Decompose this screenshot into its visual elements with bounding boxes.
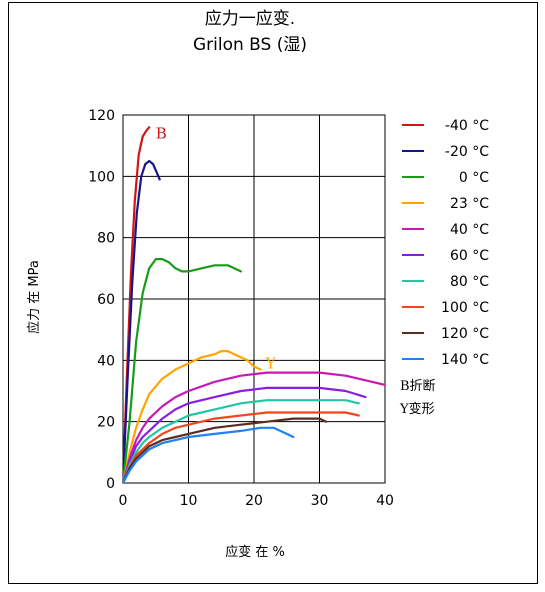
series-line-1 bbox=[123, 159, 161, 483]
chart-subtitle: Grilon BS (湿) bbox=[192, 35, 307, 55]
x-tick-label: 20 bbox=[245, 493, 263, 509]
y-tick-label: 120 bbox=[88, 108, 115, 124]
y-tick-label: 20 bbox=[97, 415, 115, 431]
y-tick-label: 0 bbox=[106, 476, 115, 492]
legend-label-7: 100 °C bbox=[441, 300, 489, 316]
annotation-1: Y bbox=[265, 354, 277, 372]
x-tick-label: 30 bbox=[311, 493, 329, 509]
note-break: B折断 bbox=[400, 379, 436, 394]
y-axis-label: 应力 在 MPa bbox=[26, 260, 42, 334]
series-line-2 bbox=[123, 258, 242, 483]
chart-title: 应力一应变. bbox=[204, 9, 296, 29]
legend-label-8: 120 °C bbox=[441, 326, 489, 342]
legend-label-1: -20 °C bbox=[445, 144, 489, 160]
y-tick-label: 80 bbox=[97, 231, 115, 247]
legend: -40 °C -20 °C 0 °C 23 °C 40 °C 60 °C 80 °C 100 … bbox=[402, 118, 489, 368]
series-line-4 bbox=[123, 371, 385, 483]
chart-frame bbox=[8, 2, 538, 584]
legend-label-2: 0 °C bbox=[459, 170, 489, 186]
legend-label-9: 140 °C bbox=[441, 352, 489, 368]
y-tick-label: 100 bbox=[88, 169, 115, 185]
legend-label-0: -40 °C bbox=[445, 118, 489, 134]
legend-label-3: 23 °C bbox=[450, 196, 489, 212]
x-tick-label: 40 bbox=[376, 493, 394, 509]
annotation-0: B bbox=[156, 124, 167, 142]
series-line-9 bbox=[123, 426, 295, 483]
tick-labels: 0 10 20 30 40 0 20 40 60 80 100 120 bbox=[88, 108, 394, 509]
x-axis-label: 应变 在 % bbox=[225, 544, 285, 560]
series-line-7 bbox=[123, 411, 360, 483]
series-lines bbox=[123, 126, 385, 483]
series-line-5 bbox=[123, 386, 367, 483]
y-tick-label: 40 bbox=[97, 353, 115, 369]
legend-label-4: 40 °C bbox=[450, 222, 489, 238]
chart-title-block: 应力一应变. Grilon BS (湿) bbox=[120, 6, 380, 58]
annotations: BY bbox=[156, 124, 277, 372]
legend-label-6: 80 °C bbox=[450, 274, 489, 290]
x-tick-label: 10 bbox=[180, 493, 198, 509]
series-line-3 bbox=[123, 350, 262, 483]
x-tick-label: 0 bbox=[119, 493, 128, 509]
note-yield: Y变形 bbox=[399, 401, 435, 417]
series-line-8 bbox=[123, 417, 328, 483]
series-line-6 bbox=[123, 399, 360, 483]
y-tick-label: 60 bbox=[97, 292, 115, 308]
grid bbox=[122, 114, 386, 484]
legend-label-5: 60 °C bbox=[450, 248, 489, 264]
